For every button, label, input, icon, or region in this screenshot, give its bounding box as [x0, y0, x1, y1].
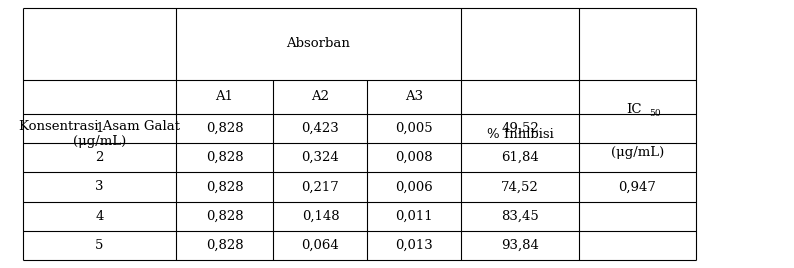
Text: Konsentrasi Asam Galat
(μg/mL): Konsentrasi Asam Galat (μg/mL) [19, 120, 179, 148]
Text: A2: A2 [311, 90, 330, 103]
Text: 5: 5 [95, 239, 103, 252]
Text: 0,828: 0,828 [206, 151, 244, 164]
Text: 0,828: 0,828 [206, 239, 244, 252]
Text: 2: 2 [95, 151, 103, 164]
Text: 0,013: 0,013 [395, 239, 434, 252]
Text: 61,84: 61,84 [501, 151, 539, 164]
Text: % Inhibisi: % Inhibisi [487, 128, 553, 140]
Text: 0,148: 0,148 [302, 210, 339, 223]
Text: (μg/mL): (μg/mL) [611, 146, 664, 159]
Text: 0,005: 0,005 [395, 122, 434, 135]
Text: 49,52: 49,52 [501, 122, 539, 135]
Text: A3: A3 [405, 90, 423, 103]
Text: 0,828: 0,828 [206, 210, 244, 223]
Text: 4: 4 [95, 210, 103, 223]
Text: 74,52: 74,52 [501, 180, 539, 193]
Text: IC: IC [626, 103, 642, 116]
Text: 0,324: 0,324 [302, 151, 339, 164]
Text: 0,011: 0,011 [395, 210, 434, 223]
Text: 0,828: 0,828 [206, 180, 244, 193]
Text: 93,84: 93,84 [501, 239, 539, 252]
Text: 83,45: 83,45 [501, 210, 539, 223]
Text: 50: 50 [649, 109, 661, 118]
Text: 0,064: 0,064 [302, 239, 339, 252]
Text: A1: A1 [215, 90, 233, 103]
Text: 0,423: 0,423 [302, 122, 339, 135]
Text: Absorban: Absorban [287, 38, 350, 50]
Text: 3: 3 [95, 180, 103, 193]
Text: 0,217: 0,217 [302, 180, 339, 193]
Text: 0,947: 0,947 [619, 180, 657, 193]
Text: 0,828: 0,828 [206, 122, 244, 135]
Text: 0,006: 0,006 [395, 180, 434, 193]
Text: 0,008: 0,008 [395, 151, 434, 164]
Text: 1: 1 [95, 122, 103, 135]
